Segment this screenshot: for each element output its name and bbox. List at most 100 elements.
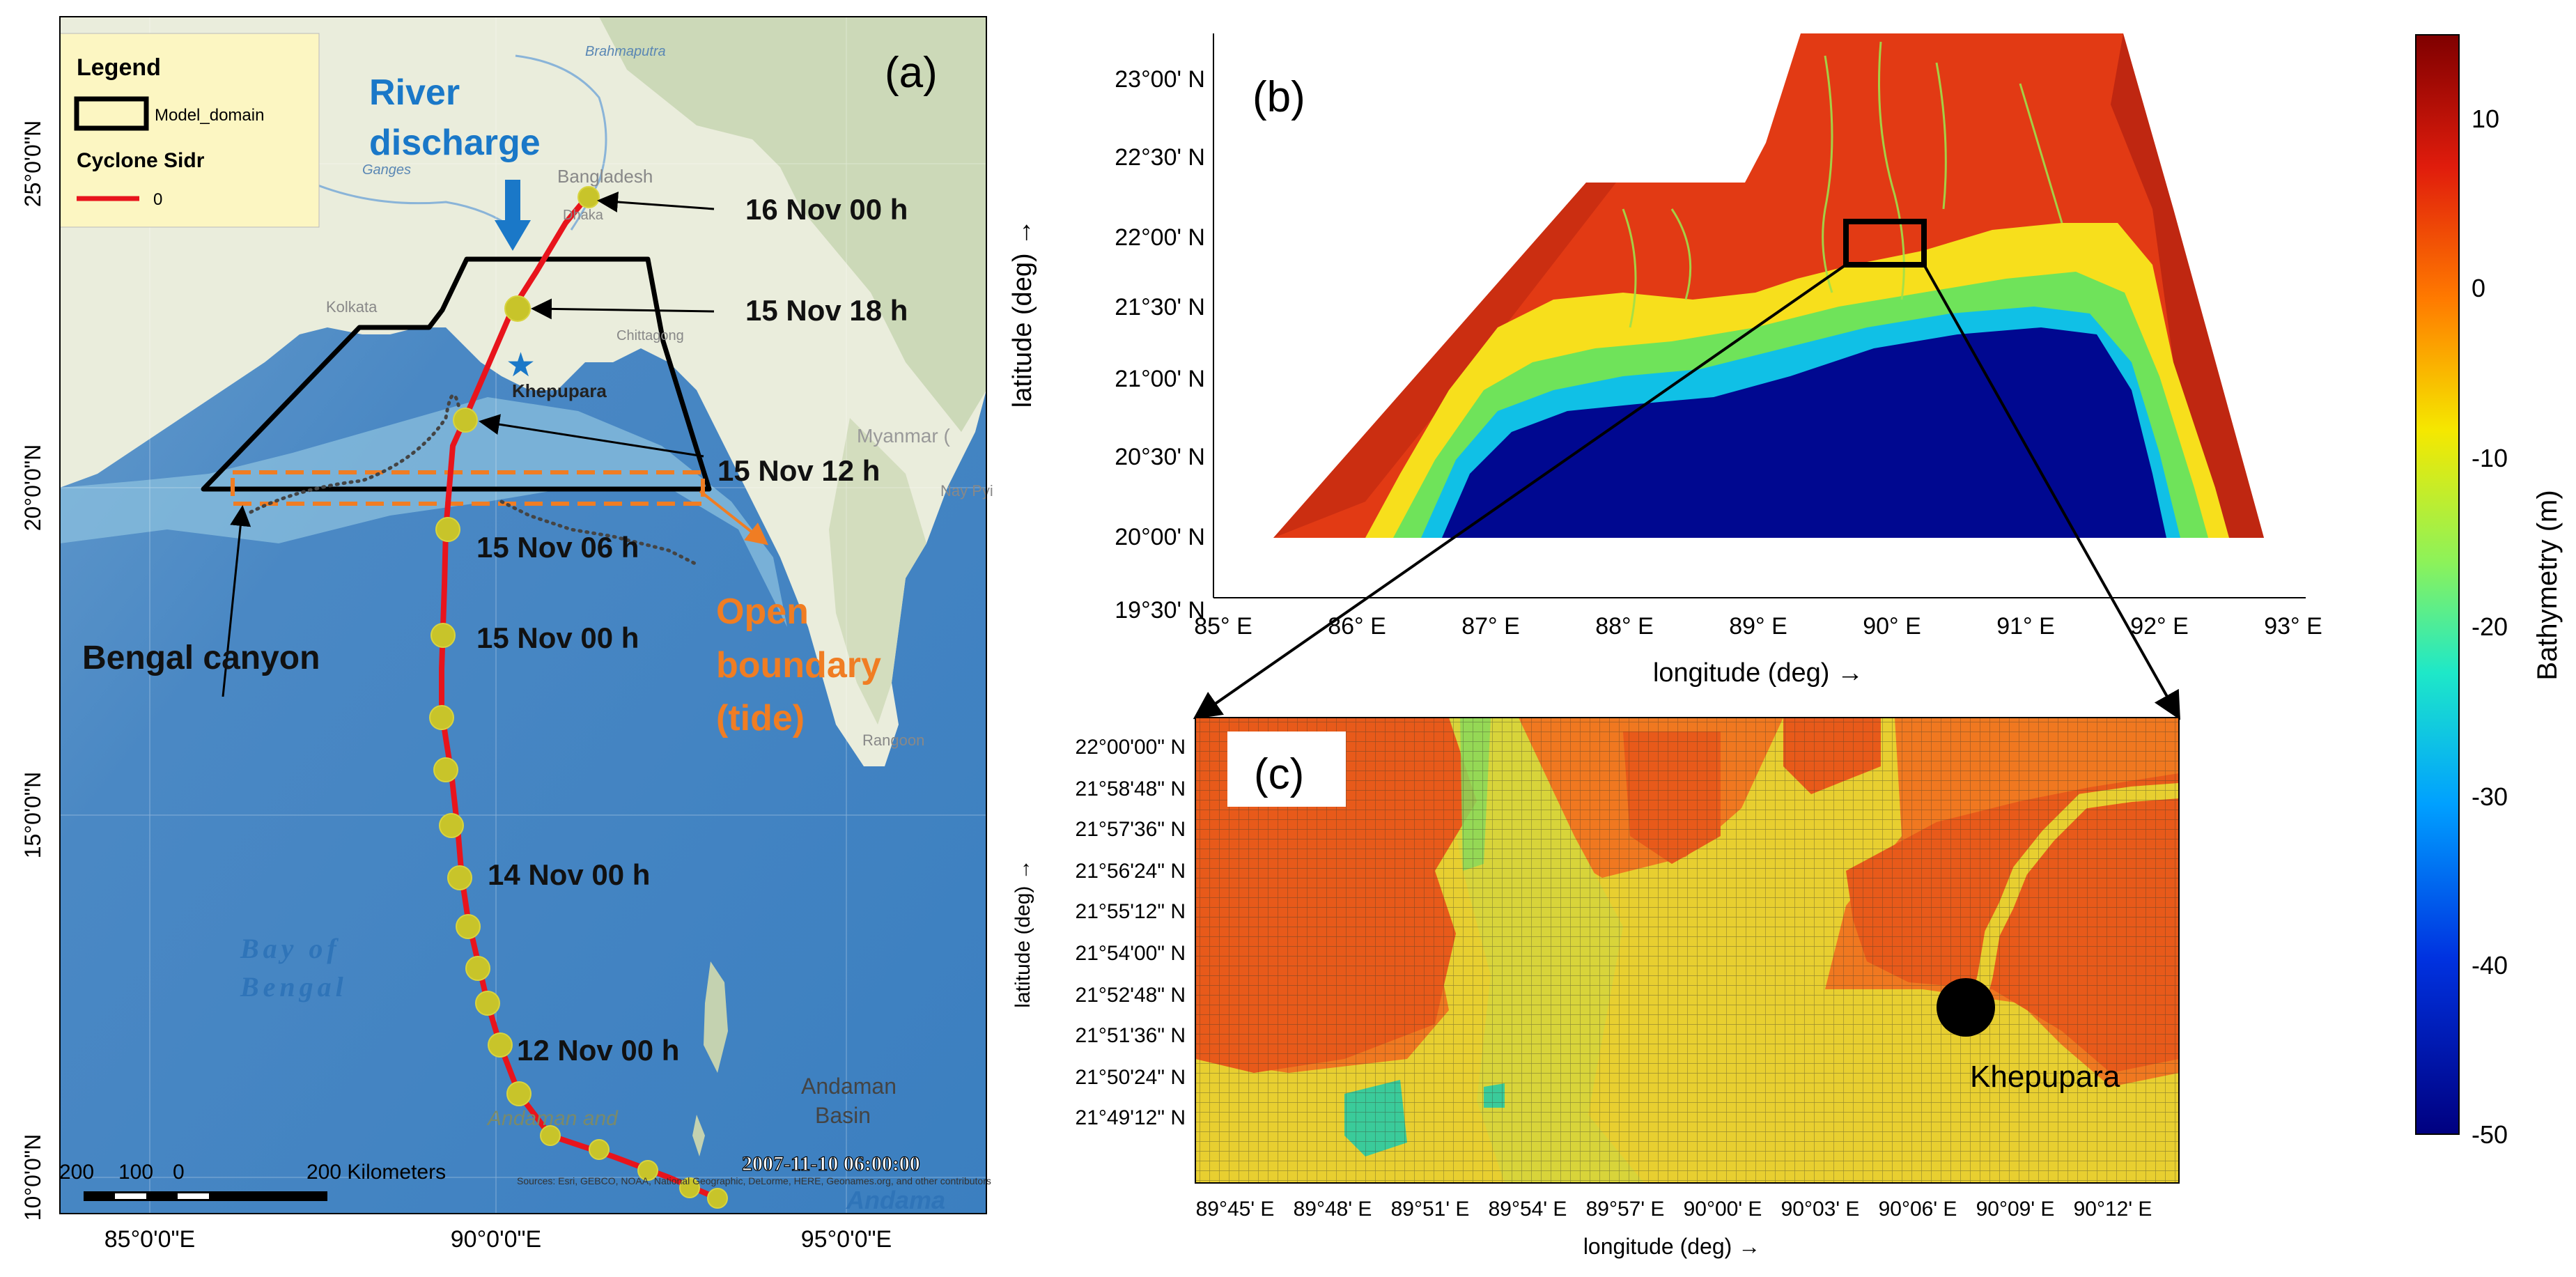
bengal-canyon-label: Bengal canyon [82,640,320,676]
andaman-islands [704,961,728,1073]
lon-tick: 90°0'0"E [451,1226,541,1253]
ganges-label: Ganges [362,162,411,178]
panel-b-lon-ticks: 85° E 86° E 87° E 88° E 89° E 90° E 91° … [1194,613,2322,640]
open-boundary-line1: Open [716,591,809,632]
scale-bar-segment [178,1193,209,1199]
colorbar-tick: -50 [2472,1120,2508,1149]
lon-tick: 89° E [1729,613,1787,640]
time-label: 16 Nov 00 h [745,193,908,226]
colorbar: 10 0 -10 -20 -30 -40 -50 Bathymetry (m) [2415,34,2563,1149]
lat-tick: 15°0'0"N [20,772,45,859]
lat-tick: 25°0'0"N [20,121,45,208]
time-label: 12 Nov 00 h [517,1034,679,1067]
brahmaputra-label: Brahmaputra [585,44,666,59]
colorbar-tick: -20 [2472,612,2508,641]
panel-c-ylabel: latitude (deg) → [1011,859,1034,1007]
scale-bar: 200 100 0 200 Kilometers [59,1161,446,1201]
legend-domain-swatch [74,96,149,131]
shade [2111,33,2264,538]
lat-tick: 22°30' N [1115,144,1205,171]
legend-title: Legend [77,54,161,81]
colorbar-label: Bathymetry (m) [2532,490,2563,680]
track-point [447,865,472,890]
lon-tick: 90° E [1863,613,1921,640]
track-point [589,1139,610,1160]
panel-a-lon-ticks: 85°0'0"E 90°0'0"E 95°0'0"E [104,1226,892,1253]
track-point [637,1160,658,1181]
time-labels: 16 Nov 00 h 15 Nov 18 h 15 Nov 12 h 15 N… [476,193,908,1067]
lon-tick: 86° E [1328,613,1386,640]
lon-tick: 90°00' E [1684,1198,1762,1221]
bay-of-bengal-label: Bay of Bengal [240,933,348,1003]
nicobar-island [692,1115,705,1156]
panel-c-lon-ticks: 89°45' E 89°48' E 89°51' E 89°54' E 89°5… [1196,1198,2152,1221]
panel-b-ylabel: latitude (deg) → [1008,219,1037,408]
andaman-basin-label: Andaman Basin [801,1074,897,1128]
lat-tick: 21°00' N [1115,366,1205,392]
khepupara-star-icon: ★ [506,347,536,384]
lon-tick: 87° E [1461,613,1520,640]
andaman-islands-label: Andaman and [486,1107,619,1130]
scale-label: 100 [118,1161,153,1184]
open-boundary-label: Open boundary (tide) [716,591,881,738]
colorbar-tick: 0 [2472,274,2485,302]
lon-tick: 91° E [1996,613,2055,640]
lat-tick: 21°54'00" N [1076,942,1186,965]
lon-tick: 90°03' E [1781,1198,1860,1221]
track-point [465,956,490,981]
khepupara-station-marker [1937,978,1995,1037]
andaman-sea-label: Andama [846,1186,945,1214]
track-point [435,517,460,542]
terrain-arakan [829,418,926,725]
track-point [475,991,500,1016]
time-label: 14 Nov 00 h [488,858,650,891]
nay-pyi-label: Nay Pyi [940,482,993,500]
open-boundary-box [231,470,705,506]
track-point [504,295,531,322]
track-point [433,757,458,782]
andaman-basin-line1: Andaman [801,1074,897,1099]
bengal-canyon-path [249,394,462,514]
bangladesh-label: Bangladesh [557,166,653,187]
kolkata-label: Kolkata [326,298,378,316]
lon-tick: 93° E [2264,613,2322,640]
lat-tick: 21°52'48" N [1076,984,1186,1007]
shade [1273,183,1616,538]
track-point [540,1125,561,1146]
lat-tick: 21°55'12" N [1076,900,1186,923]
track-point [707,1188,728,1209]
lat-tick: 22°00'00" N [1076,736,1186,759]
lon-tick: 90°06' E [1879,1198,1957,1221]
panel-a: ★ Legend Model_domain Cyclone Sidr 0 (a)… [20,16,993,1253]
lat-tick: 21°57'36" N [1076,818,1186,841]
timestamp-label: 2007-11-10 06:00:00 [742,1152,920,1175]
khepupara-label: Khepupara [512,380,607,401]
river-label-line1: River [369,72,460,113]
scale-label: 200 Kilometers [307,1161,446,1184]
panel-c-label: (c) [1254,750,1304,798]
scale-label: 0 [173,1161,185,1184]
open-boundary-line3: (tide) [716,698,805,738]
colorbar-tick: 10 [2472,105,2499,133]
scale-bar-segment [115,1193,146,1199]
lat-tick: 23°00' N [1115,66,1205,93]
track-point [429,705,454,730]
lon-tick: 85°0'0"E [104,1226,195,1253]
lon-tick: 92° E [2130,613,2189,640]
lon-tick: 89°51' E [1391,1198,1470,1221]
lat-tick: 19°30' N [1115,597,1205,624]
lat-tick: 22°00' N [1115,224,1205,251]
lat-tick: 21°50'24" N [1076,1066,1186,1089]
river-label-line2: discharge [369,123,541,163]
colorbar-ramp [2415,34,2460,1135]
track-point [456,914,481,939]
attribution-text: Sources: Esri, GEBCO, NOAA, National Geo… [517,1175,991,1186]
bay-line2: Bengal [240,971,348,1003]
legend-cyclone-title: Cyclone Sidr [77,149,205,172]
legend-track-value: 0 [153,190,162,209]
time-label: 15 Nov 18 h [745,294,908,327]
lat-tick: 21°49'12" N [1076,1106,1186,1129]
rangoon-label: Rangoon [862,732,924,749]
lon-tick: 89°57' E [1586,1198,1665,1221]
